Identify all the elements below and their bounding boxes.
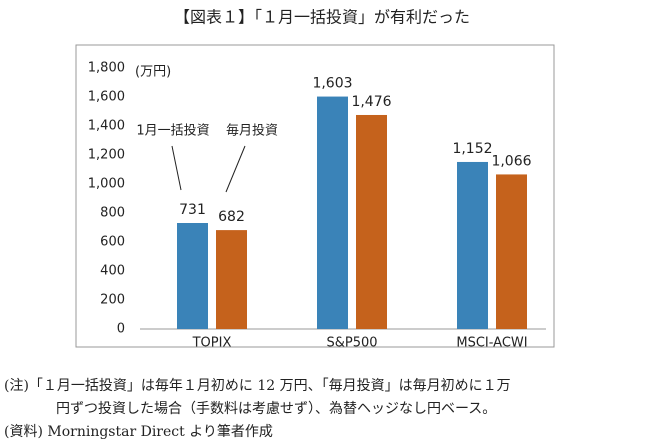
y-tick-label: 1,600 bbox=[88, 90, 125, 105]
y-tick-label: 800 bbox=[100, 206, 125, 221]
annotation-line bbox=[225, 145, 246, 193]
value-label: 682 bbox=[218, 209, 245, 225]
y-tick-label: 0 bbox=[117, 322, 125, 337]
chart-frame bbox=[75, 44, 555, 348]
bar bbox=[356, 114, 387, 329]
bar bbox=[216, 230, 247, 329]
x-tick-label: S&P500 bbox=[326, 336, 377, 351]
bar bbox=[457, 161, 488, 329]
y-tick-label: 1,400 bbox=[88, 119, 125, 134]
value-label: 731 bbox=[179, 202, 206, 218]
y-tick-label: 1,000 bbox=[88, 177, 125, 192]
value-label: 1,476 bbox=[351, 94, 391, 110]
note: (注)「１月一括投資」は毎年１月初めに 12 万円、「毎月投資」は毎月初めに１万 bbox=[4, 377, 511, 394]
y-tick-label: 400 bbox=[100, 264, 125, 279]
chart-title: 【図表１】「１月一括投資」が有利だった bbox=[174, 8, 470, 27]
series-annotation: 1月一括投資 bbox=[136, 123, 209, 139]
value-label: 1,066 bbox=[491, 153, 531, 169]
y-tick-label: 600 bbox=[100, 235, 125, 250]
x-tick-label: MSCI-ACWI bbox=[456, 336, 527, 351]
y-tick-label: 1,200 bbox=[88, 148, 125, 163]
value-label: 1,603 bbox=[312, 76, 352, 92]
series-annotation: 毎月投資 bbox=[226, 123, 278, 139]
note: 円ずつ投資した場合（手数料は考慮せず）、為替ヘッジなし円ベース。 bbox=[56, 401, 496, 417]
bar bbox=[177, 223, 208, 329]
note: (資料) Morningstar Direct より筆者作成 bbox=[4, 424, 273, 440]
y-tick-label: 200 bbox=[100, 293, 125, 308]
y-tick-label: 1,800 bbox=[88, 61, 125, 76]
bar bbox=[496, 174, 527, 329]
x-tick-label: TOPIX bbox=[192, 336, 232, 351]
y-unit: (万円) bbox=[135, 65, 171, 80]
bar bbox=[317, 96, 348, 329]
annotation-line bbox=[171, 145, 182, 191]
value-label: 1,152 bbox=[452, 141, 492, 157]
